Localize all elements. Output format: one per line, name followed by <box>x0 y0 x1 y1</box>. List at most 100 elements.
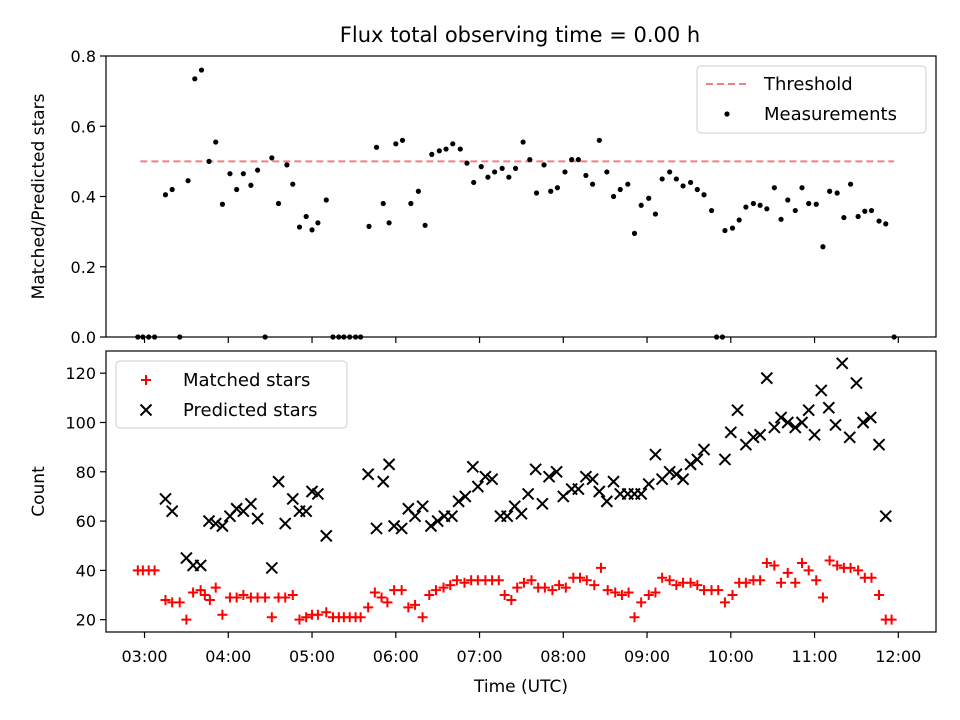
measurement-point <box>868 207 875 214</box>
y-tick-label: 0.0 <box>71 328 96 347</box>
predicted-stars-point <box>377 475 390 488</box>
x-axis-label: Time (UTC) <box>473 677 568 697</box>
measurement-point <box>625 181 631 187</box>
matched-stars-point <box>866 572 877 583</box>
measurement-point <box>701 192 707 198</box>
measurement-point <box>429 151 435 157</box>
measurement-point <box>569 157 575 163</box>
matched-stars-point <box>790 577 801 588</box>
measurement-point <box>506 174 512 180</box>
matched-stars-point <box>174 597 185 608</box>
predicted-stars-point <box>697 443 711 456</box>
measurement-point <box>541 162 547 168</box>
matched-stars-point <box>369 587 380 598</box>
matched-stars-point <box>650 587 661 598</box>
measurement-point <box>296 224 303 230</box>
predicted-stars-point <box>466 460 480 474</box>
measurement-point <box>883 221 889 227</box>
matched-stars-point <box>493 575 504 586</box>
predicted-stars-point <box>416 500 429 513</box>
y-tick-label: 20 <box>76 611 96 630</box>
matched-stars-point <box>210 582 221 593</box>
matched-stars-point <box>727 590 738 601</box>
measurement-point <box>415 188 422 194</box>
matched-stars-point <box>664 575 675 586</box>
chart-title: Flux total observing time = 0.00 h <box>340 23 700 47</box>
predicted-stars-point <box>536 497 549 511</box>
matched-stars-point <box>363 602 374 613</box>
matched-stars-point <box>445 580 456 591</box>
measurement-point <box>315 220 321 226</box>
measurement-point <box>240 171 246 177</box>
measurement-point <box>527 157 533 163</box>
matched-stars-point <box>692 580 703 591</box>
measurement-point <box>219 201 226 207</box>
measurement-point <box>596 137 602 143</box>
axes-frame <box>105 350 937 633</box>
predicted-stars-point <box>159 492 172 506</box>
measurement-point <box>254 167 261 173</box>
measurement-point <box>492 169 498 175</box>
predicted-stars-point <box>850 376 863 390</box>
matched-stars-point <box>424 590 435 601</box>
y-tick-label: 0.8 <box>71 47 96 66</box>
legend-predicted-label: Predicted stars <box>183 400 317 421</box>
measurement-point <box>386 220 392 226</box>
predicted-stars-point <box>829 418 842 432</box>
predicted-stars-point <box>835 357 849 370</box>
legend-matched-label: Matched stars <box>183 370 310 391</box>
predicted-stars-point <box>649 448 662 461</box>
matched-stars-point <box>403 602 414 613</box>
predicted-stars-point <box>299 505 313 518</box>
measurement-point <box>554 185 561 191</box>
predicted-stars-point <box>586 472 599 486</box>
x-tick-label: 12:00 <box>875 647 921 666</box>
matched-stars-point <box>616 590 627 601</box>
predicted-stars-point <box>424 519 438 533</box>
x-tick-label: 10:00 <box>708 647 754 666</box>
measurement-point <box>764 206 770 212</box>
matched-stars-point <box>874 590 885 601</box>
predicted-stars-point <box>822 401 836 414</box>
measurement-point <box>169 186 175 193</box>
matched-stars-point <box>547 585 558 596</box>
measurement-point <box>743 204 749 210</box>
matched-stars-point <box>526 575 537 586</box>
matched-stars-point <box>238 590 249 601</box>
predicted-stars-point <box>529 463 542 476</box>
measurement-point <box>323 197 329 203</box>
measurement-point <box>309 227 315 233</box>
measurement-point <box>688 179 694 186</box>
matched-stars-point <box>671 580 682 591</box>
matched-stars-point <box>217 609 228 620</box>
predicted-stars-point <box>670 468 683 481</box>
predicted-stars-point <box>802 403 815 417</box>
measurement-point <box>478 164 484 170</box>
predicted-stars-point <box>774 411 788 424</box>
matched-stars-point <box>740 577 751 588</box>
predicted-stars-point <box>607 475 620 488</box>
measurement-point <box>499 165 505 171</box>
matched-stars-point <box>231 592 242 603</box>
predicted-stars-point <box>879 509 892 523</box>
measurement-point <box>667 169 673 175</box>
x-tick-label: 08:00 <box>540 647 586 666</box>
matched-stars-point <box>451 575 462 586</box>
predicted-stars-point <box>872 438 886 451</box>
measurement-point <box>399 137 406 143</box>
measurement-point <box>841 214 847 221</box>
measurement-point <box>457 146 463 152</box>
predicted-stars-point <box>216 519 229 533</box>
predicted-stars-point <box>194 559 207 572</box>
predicted-stars-point <box>251 512 264 525</box>
measurement-point <box>610 193 617 200</box>
predicted-stars-point <box>864 411 877 424</box>
matched-stars-point <box>382 597 393 608</box>
measurement-point <box>464 160 470 166</box>
predicted-stars-point <box>731 403 744 417</box>
matched-stars-point <box>512 582 523 593</box>
matched-stars-point <box>643 590 654 601</box>
legend-threshold-label: Threshold <box>763 74 853 95</box>
predicted-stars-point <box>209 517 222 530</box>
measurement-point <box>806 200 812 207</box>
